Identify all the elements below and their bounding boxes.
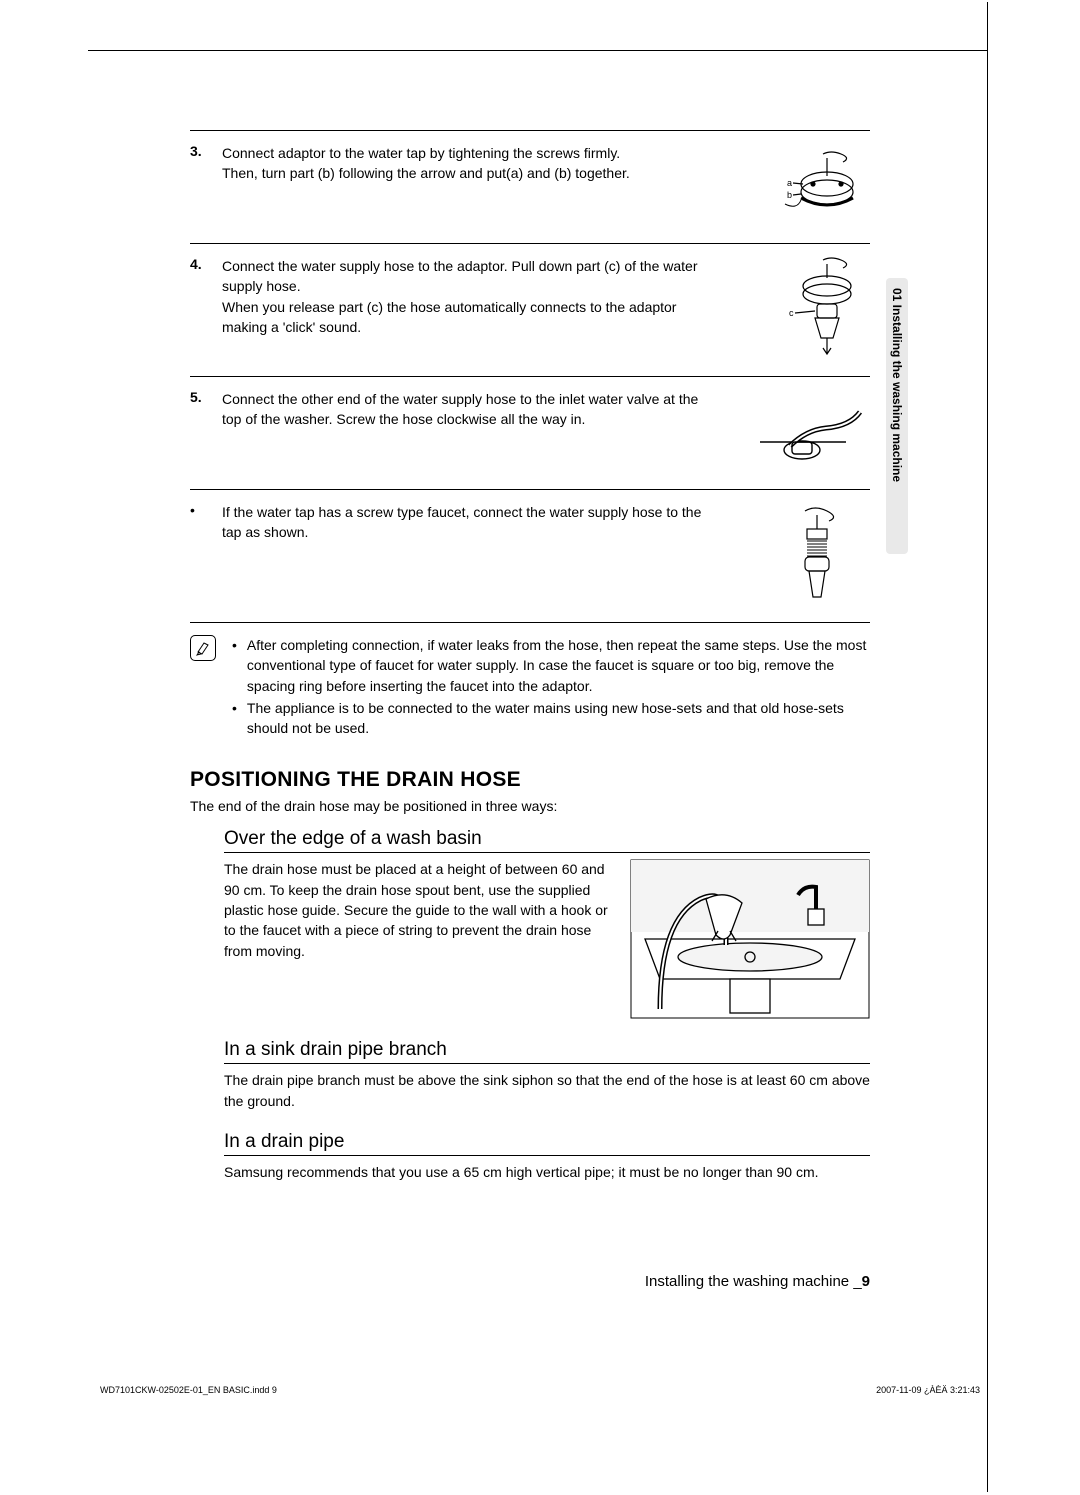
note-list: After completing connection, if water le… (232, 635, 870, 740)
step-text: If the water tap has a screw type faucet… (222, 502, 730, 612)
step-bullet: • If the water tap has a screw type fauc… (190, 489, 870, 622)
step-bullet-illustration (740, 502, 870, 612)
step-bullet-marker: • (190, 502, 212, 612)
page-footer: Installing the washing machine _9 (190, 1273, 870, 1290)
note-item: The appliance is to be connected to the … (232, 698, 870, 739)
step-4-illustration: c (740, 256, 870, 366)
note-text: The appliance is to be connected to the … (247, 698, 870, 739)
imprint: WD7101CKW-02502E-01_EN BASIC.indd 9 2007… (100, 1385, 980, 1395)
step-number: 3. (190, 143, 212, 233)
basin-illustration (630, 859, 870, 1019)
step-3-illustration: a b (740, 143, 870, 233)
side-tab: 01 Installing the washing machine (886, 278, 908, 554)
note-text: After completing connection, if water le… (247, 635, 870, 696)
subsection-text: Samsung recommends that you use a 65 cm … (224, 1162, 870, 1182)
subsection-title: In a sink drain pipe branch (224, 1039, 870, 1064)
subsection-title: Over the edge of a wash basin (224, 828, 870, 853)
subsection-drain-pipe: In a drain pipe Samsung recommends that … (224, 1131, 870, 1182)
svg-text:c: c (789, 308, 794, 318)
note-block: After completing connection, if water le… (190, 622, 870, 740)
subsection-title: In a drain pipe (224, 1131, 870, 1156)
step-number: 4. (190, 256, 212, 366)
side-tab-label: 01 Installing the washing machine (890, 288, 904, 482)
step-text: Connect the other end of the water suppl… (222, 389, 730, 479)
footer-label: Installing the washing machine _ (645, 1273, 862, 1290)
note-item: After completing connection, if water le… (232, 635, 870, 696)
subsection-text: The drain pipe branch must be above the … (224, 1070, 870, 1111)
step-5-illustration (740, 389, 870, 479)
step-4: 4. Connect the water supply hose to the … (190, 243, 870, 376)
note-icon (190, 635, 216, 661)
subsection-basin: Over the edge of a wash basin The drain … (224, 828, 870, 1019)
footer-page-number: 9 (862, 1273, 870, 1290)
section-title: POSITIONING THE DRAIN HOSE (190, 768, 870, 792)
crop-frame-top (88, 50, 988, 51)
svg-text:b: b (787, 190, 792, 200)
step-3: 3. Connect adaptor to the water tap by t… (190, 130, 870, 243)
subsection-sink-branch: In a sink drain pipe branch The drain pi… (224, 1039, 870, 1111)
step-text: Connect the water supply hose to the ada… (222, 256, 730, 366)
page-content: 3. Connect adaptor to the water tap by t… (190, 130, 870, 1202)
step-5: 5. Connect the other end of the water su… (190, 376, 870, 489)
svg-text:a: a (787, 178, 792, 188)
imprint-file: WD7101CKW-02502E-01_EN BASIC.indd 9 (100, 1385, 277, 1395)
imprint-stamp: 2007-11-09 ¿ÀÈÄ 3:21:43 (876, 1385, 980, 1395)
step-number: 5. (190, 389, 212, 479)
section-intro: The end of the drain hose may be positio… (190, 798, 870, 814)
step-text: Connect adaptor to the water tap by tigh… (222, 143, 730, 233)
subsection-text: The drain hose must be placed at a heigh… (224, 859, 618, 1019)
